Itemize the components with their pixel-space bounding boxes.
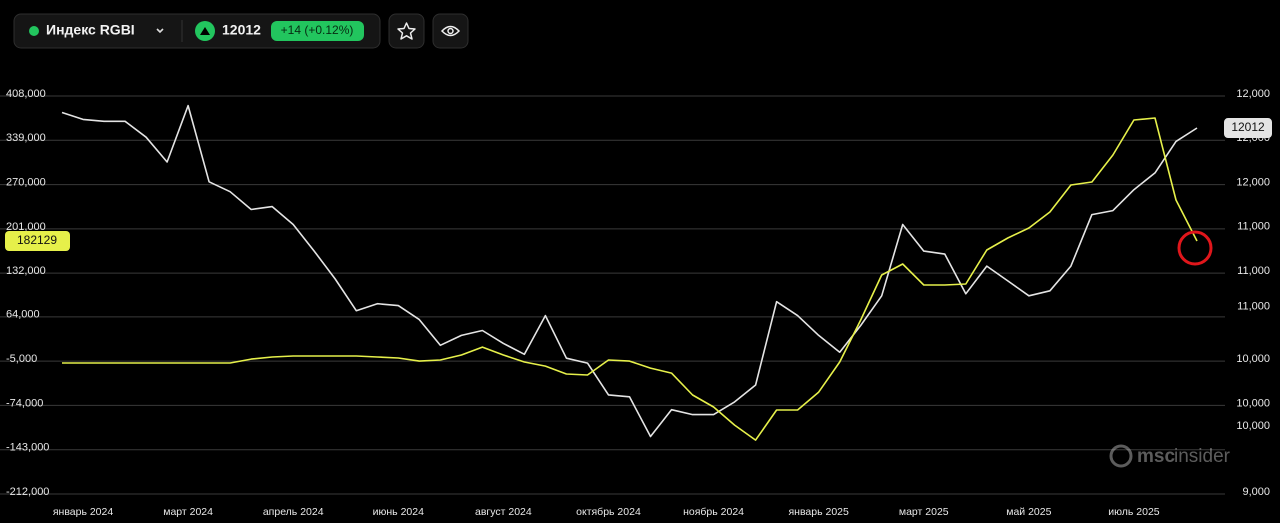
status-dot [29, 26, 39, 36]
grid: 408,000 339,000 270,000 201,000 132,000 64,00… [0, 88, 1270, 518]
y2-tick-label: 11,000 [1237, 265, 1270, 277]
y-tick-label: -74,000 [6, 397, 43, 409]
x-tick-label: август 2024 [475, 506, 532, 518]
y-tick-label: 132,000 [6, 265, 46, 277]
watermark-text: msc [1137, 446, 1175, 467]
highlight-circle [1177, 230, 1213, 266]
y2-tick-label: 9,000 [1242, 486, 1270, 498]
eye-icon [440, 25, 461, 37]
x-tick-label: май 2025 [1006, 506, 1051, 518]
plot: 12012 182129 [5, 104, 1272, 441]
change-text: +14 (+0.12%) [281, 23, 354, 37]
y-tick-label: -143,000 [6, 442, 49, 454]
x-tick-label: октябрь 2024 [576, 506, 641, 518]
eye-pupil [447, 27, 454, 35]
y-tick-label: 408,000 [6, 88, 46, 100]
x-tick-label: март 2024 [163, 506, 213, 518]
series-line [61, 104, 1198, 438]
price: 12012 [222, 22, 261, 38]
last-value-badge [5, 230, 70, 251]
watermark-logo [1109, 444, 1133, 468]
last-value-label: 182129 [17, 233, 57, 247]
y-tick-label: 64,000 [6, 309, 40, 321]
last-value-badge [1224, 118, 1272, 139]
toolbar: Индекс RGBI 12012 +14 (+0.12%) [13, 13, 469, 49]
series-line [62, 117, 1198, 441]
y-tick-label: 201,000 [6, 221, 46, 233]
x-tick-label: ноябрь 2024 [683, 506, 744, 518]
y2-tick-label: 10,000 [1236, 420, 1270, 432]
y2-tick-label: 11,000 [1237, 221, 1270, 233]
x-tick-label: март 2025 [899, 506, 949, 518]
x-tick-label: апрель 2024 [263, 506, 324, 518]
symbol-title: Индекс RGBI [46, 22, 135, 38]
watermark-text: insider [1174, 446, 1231, 467]
x-tick-label: июнь 2024 [373, 506, 424, 518]
up-arrow [200, 27, 210, 35]
y2-tick-label: 10,000 [1236, 353, 1270, 365]
y-tick-label: 270,000 [6, 176, 46, 188]
y2-tick-label: 12,000 [1236, 176, 1270, 188]
x-tick-label: январь 2025 [788, 506, 849, 518]
change-pill [271, 21, 364, 41]
last-value-label: 12012 [1231, 120, 1265, 134]
star-icon [397, 22, 416, 40]
dropdown-chevron[interactable] [156, 28, 164, 34]
x-tick-label: январь 2024 [53, 506, 114, 518]
y-tick-label: 339,000 [6, 132, 46, 144]
y-tick-label: -5,000 [6, 353, 37, 365]
y2-tick-label: 11,000 [1237, 301, 1270, 313]
y2-tick-label: 12,000 [1236, 88, 1270, 100]
visibility-button[interactable] [432, 13, 469, 49]
y-tick-label: -212,000 [6, 486, 49, 498]
y2-tick-label: 10,000 [1236, 397, 1270, 409]
favorite-button[interactable] [388, 13, 425, 49]
watermark: msc insider [1109, 444, 1231, 468]
x-tick-label: июль 2025 [1108, 506, 1160, 518]
